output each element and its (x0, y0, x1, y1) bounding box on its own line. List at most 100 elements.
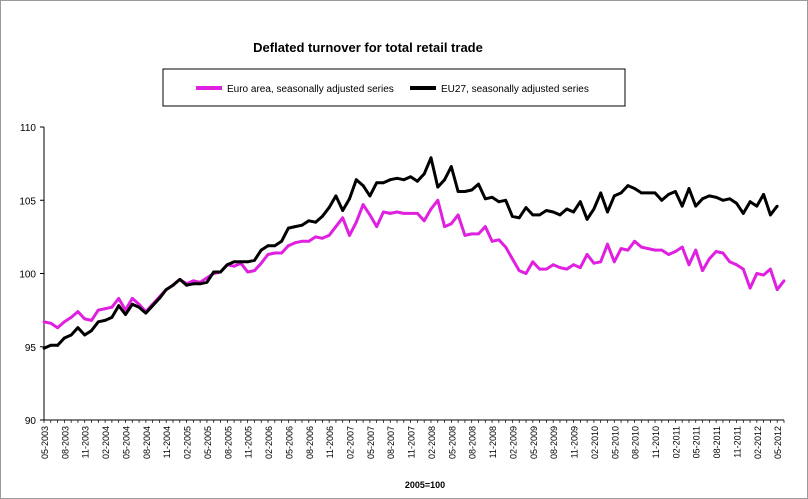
data-point-euro-area (422, 219, 426, 223)
data-point-euro-area (314, 235, 317, 239)
data-point-eu27 (422, 172, 426, 176)
data-point-eu27 (633, 187, 636, 190)
data-point-eu27 (69, 333, 73, 337)
data-point-eu27 (144, 311, 148, 315)
data-point-euro-area (266, 253, 270, 256)
data-point-euro-area (69, 316, 73, 319)
data-point-eu27 (110, 316, 114, 319)
data-point-euro-area (429, 207, 433, 211)
data-point-euro-area (388, 212, 392, 215)
data-point-eu27 (714, 195, 718, 199)
data-point-eu27 (646, 191, 650, 195)
x-tick-label: 11-2003 (81, 426, 91, 458)
data-point-euro-area (334, 225, 338, 229)
data-point-eu27 (327, 206, 331, 210)
data-point-euro-area (253, 269, 256, 272)
data-point-eu27 (626, 184, 630, 188)
data-point-eu27 (660, 198, 664, 202)
data-point-eu27 (382, 181, 385, 185)
data-point-euro-area (599, 260, 603, 264)
data-point-eu27 (137, 305, 141, 309)
data-point-euro-area (395, 210, 399, 214)
data-point-eu27 (76, 326, 80, 330)
x-tick-label: 08-2006 (305, 426, 315, 459)
data-point-euro-area (103, 307, 107, 311)
data-point-eu27 (130, 302, 134, 306)
data-point-eu27 (314, 220, 317, 224)
x-tick-label: 05-2005 (203, 426, 213, 459)
x-tick-label: 11-2007 (407, 426, 417, 458)
data-point-euro-area (592, 261, 596, 265)
data-point-eu27 (49, 343, 53, 347)
data-point-eu27 (348, 197, 351, 201)
data-point-euro-area (348, 234, 351, 237)
x-tick-label: 11-2008 (488, 426, 498, 458)
data-point-eu27 (565, 207, 569, 211)
data-point-euro-area (483, 225, 487, 229)
data-point-euro-area (735, 263, 738, 267)
data-point-eu27 (429, 156, 433, 160)
data-point-euro-area (368, 213, 372, 217)
data-point-eu27 (755, 204, 759, 208)
data-point-euro-area (293, 241, 297, 245)
data-point-eu27 (775, 204, 779, 208)
data-point-eu27 (219, 270, 222, 274)
data-point-euro-area (490, 239, 494, 243)
data-point-eu27 (212, 270, 216, 274)
x-tick-label: 05-2007 (366, 426, 376, 459)
data-point-euro-area (273, 251, 277, 255)
x-tick-label: 02-2007 (346, 426, 356, 459)
legend-label-eu27: EU27, seasonally adjusted series (441, 84, 589, 95)
legend-box (162, 68, 626, 107)
data-point-eu27 (592, 207, 596, 211)
data-point-eu27 (395, 176, 399, 180)
data-point-euro-area (375, 225, 379, 229)
data-point-euro-area (259, 261, 263, 265)
data-point-eu27 (456, 190, 460, 193)
data-point-euro-area (300, 239, 304, 243)
data-point-euro-area (585, 253, 589, 256)
data-point-euro-area (117, 297, 121, 300)
x-tick-label: 05-2009 (529, 426, 539, 459)
x-tick-label: 02-2008 (427, 426, 437, 459)
data-point-eu27 (687, 187, 691, 190)
x-tick-label: 02-2006 (264, 426, 274, 459)
data-point-eu27 (721, 198, 725, 202)
data-point-euro-area (545, 267, 548, 271)
x-tick-label: 11-2009 (570, 426, 580, 458)
data-point-euro-area (572, 263, 575, 267)
data-point-eu27 (402, 178, 406, 182)
data-point-eu27 (449, 165, 453, 169)
x-tick-label: 05-2011 (692, 426, 702, 458)
data-point-euro-area (558, 266, 562, 269)
data-point-euro-area (667, 253, 670, 256)
data-point-euro-area (56, 326, 59, 330)
x-tick-label: 02-2009 (508, 426, 518, 459)
x-tick-label: 05-2012 (773, 426, 783, 459)
data-point-eu27 (103, 319, 107, 322)
data-point-euro-area (246, 270, 250, 274)
data-point-euro-area (504, 245, 508, 249)
data-point-eu27 (748, 200, 752, 204)
data-point-euro-area (449, 222, 453, 226)
data-point-eu27 (443, 178, 446, 182)
data-point-euro-area (96, 308, 100, 312)
x-tick-label: 08-2011 (712, 426, 722, 458)
x-tick-label: 08-2007 (386, 426, 396, 459)
data-point-eu27 (192, 282, 195, 286)
x-tick-label: 02-2005 (183, 426, 193, 459)
data-point-eu27 (531, 213, 535, 217)
data-point-eu27 (741, 212, 745, 215)
data-point-euro-area (470, 232, 474, 236)
data-point-eu27 (585, 217, 589, 221)
data-point-eu27 (232, 260, 236, 264)
data-point-euro-area (416, 212, 419, 215)
data-point-eu27 (273, 244, 277, 248)
y-tick-label: 105 (19, 196, 36, 207)
data-point-eu27 (524, 206, 528, 210)
data-point-eu27 (667, 193, 670, 196)
data-point-eu27 (470, 188, 474, 192)
data-point-eu27 (606, 210, 609, 214)
x-axis-title: 2005=100 (405, 480, 445, 490)
data-point-eu27 (246, 260, 250, 264)
